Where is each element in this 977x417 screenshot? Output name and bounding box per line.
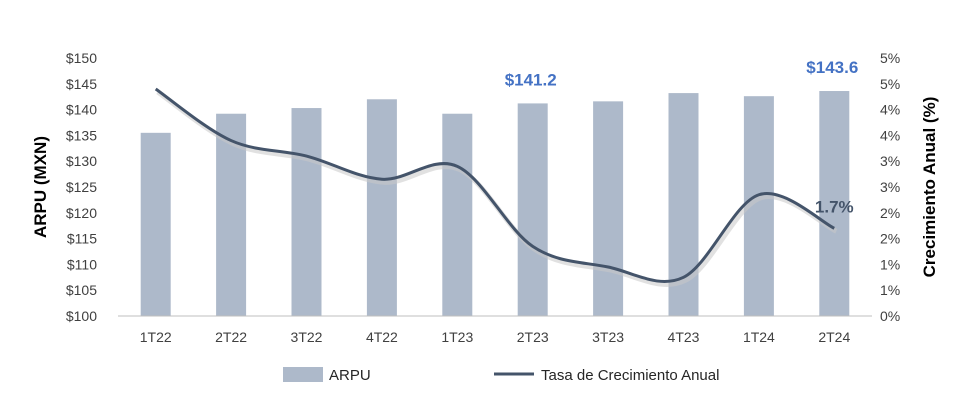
y-tick-label: $140 xyxy=(66,102,97,118)
data-callout: $143.6 xyxy=(806,58,858,77)
x-tick-label: 1T22 xyxy=(140,329,172,345)
x-tick-label: 1T23 xyxy=(441,329,473,345)
y2-axis-tick-labels: 0% 1% 1% 2% 2% 3% 3% 4% 4% 5% 5% xyxy=(880,50,900,324)
bar xyxy=(366,99,397,316)
legend: ARPU Tasa de Crecimiento Anual xyxy=(283,367,719,384)
y2-tick-label: 4% xyxy=(880,127,900,143)
bar xyxy=(442,113,473,316)
x-tick-label: 2T24 xyxy=(818,329,850,345)
bar xyxy=(593,101,624,317)
bar xyxy=(291,108,322,316)
bar xyxy=(517,103,548,317)
bar xyxy=(140,132,171,316)
legend-label-arpu: ARPU xyxy=(329,367,371,384)
y2-tick-label: 3% xyxy=(880,179,900,195)
y2-tick-label: 0% xyxy=(880,308,900,324)
legend-label-growth: Tasa de Crecimiento Anual xyxy=(541,367,719,384)
y-tick-label: $150 xyxy=(66,50,97,66)
y2-tick-label: 5% xyxy=(880,50,900,66)
y2-tick-label: 1% xyxy=(880,256,900,272)
y2-tick-label: 5% xyxy=(880,76,900,92)
y-tick-label: $100 xyxy=(66,308,97,324)
x-tick-label: 2T22 xyxy=(215,329,247,345)
data-callout: $141.2 xyxy=(505,70,557,89)
x-tick-label: 3T23 xyxy=(592,329,624,345)
x-axis-tick-labels: 1T22 2T22 3T22 4T22 1T23 2T23 3T23 4T23 1T24 2T24 xyxy=(140,329,851,345)
x-tick-label: 4T23 xyxy=(668,329,700,345)
data-callouts: $141.2 $143.6 1.7% xyxy=(505,58,859,216)
y2-tick-label: 4% xyxy=(880,102,900,118)
x-tick-label: 3T22 xyxy=(291,329,323,345)
y-tick-label: $130 xyxy=(66,153,97,169)
y-tick-label: $120 xyxy=(66,205,97,221)
bar xyxy=(819,91,850,316)
y-tick-label: $145 xyxy=(66,76,97,92)
y-tick-label: $125 xyxy=(66,179,97,195)
y-tick-label: $105 xyxy=(66,282,97,298)
y-tick-label: $135 xyxy=(66,127,97,143)
data-callout: 1.7% xyxy=(815,197,854,216)
y-axis-title: ARPU (MXN) xyxy=(31,136,50,238)
legend-swatch-arpu xyxy=(283,367,323,382)
x-tick-label: 2T23 xyxy=(517,329,549,345)
growth-line-shadow xyxy=(156,89,838,287)
y-axis-tick-labels: $100 $105 $110 $115 $120 $125 $130 $135 $140 $145… xyxy=(66,50,97,324)
y-tick-label: $110 xyxy=(67,256,97,272)
y2-tick-label: 1% xyxy=(880,282,900,298)
y2-tick-label: 2% xyxy=(880,205,900,221)
y-tick-label: $115 xyxy=(67,231,97,247)
y2-axis-title: Crecimiento Anual (%) xyxy=(920,97,939,278)
x-tick-label: 1T24 xyxy=(743,329,775,345)
x-tick-label: 4T22 xyxy=(366,329,398,345)
y2-tick-label: 2% xyxy=(880,231,900,247)
growth-line xyxy=(154,87,838,287)
y2-tick-label: 3% xyxy=(880,153,900,169)
growth-line-path xyxy=(154,87,835,283)
